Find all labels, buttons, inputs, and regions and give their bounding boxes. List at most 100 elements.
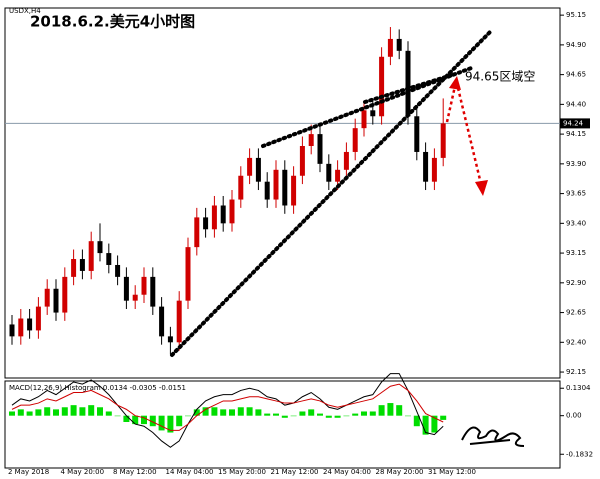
histogram-bar (413, 415, 420, 427)
histogram-bar (167, 415, 174, 433)
channel-line (363, 73, 454, 104)
candle-body (132, 294, 138, 301)
histogram-bar (44, 407, 51, 416)
histogram-bar (396, 405, 403, 416)
histogram-bar (378, 405, 385, 416)
candle-body (335, 169, 341, 182)
y-tick-label: 94.40 (566, 100, 586, 108)
candle-body (440, 123, 446, 158)
arrow-head (475, 180, 488, 196)
histogram-bar (255, 409, 262, 416)
histogram-bar (114, 415, 121, 417)
candle-body (167, 336, 173, 343)
histogram-bar (211, 407, 218, 416)
histogram-bar (281, 415, 288, 418)
y-tick-label: 0.00 (566, 412, 582, 420)
histogram-bar (334, 415, 341, 418)
candle-body (299, 146, 305, 176)
x-tick-label: 31 May 12:00 (428, 468, 476, 476)
candle-body (370, 110, 376, 117)
histogram-bar (53, 409, 59, 416)
histogram-bar (176, 415, 183, 427)
histogram-bar (361, 411, 367, 416)
candle-body (414, 116, 420, 152)
histogram-bar (35, 409, 42, 416)
support-line (170, 30, 492, 357)
histogram-bar (405, 415, 411, 417)
candle-body (238, 175, 244, 200)
candle-body (220, 205, 226, 224)
histogram-bar (193, 409, 200, 416)
y-tick-label: 92.15 (566, 368, 586, 376)
histogram-bar (97, 407, 103, 416)
histogram-bar (88, 405, 95, 416)
histogram-bar (325, 415, 332, 418)
histogram-bar (352, 413, 359, 416)
candle-body (123, 276, 129, 301)
candle-body (229, 199, 235, 224)
candle-body (291, 175, 297, 206)
x-tick-label: 8 May 12:00 (113, 468, 157, 476)
histogram-bar (70, 405, 77, 416)
histogram-bar (246, 407, 253, 416)
x-tick-label: 24 May 04:00 (323, 468, 371, 476)
histogram-bar (422, 415, 429, 435)
candle-body (431, 157, 437, 182)
candle-body (194, 217, 200, 248)
x-tick-label: 28 May 20:00 (376, 468, 424, 476)
histogram-bar (9, 411, 15, 416)
histogram-bar (273, 413, 279, 416)
histogram-bar (229, 409, 235, 416)
arrows (445, 76, 488, 196)
y-tick-label: 92.40 (566, 338, 586, 346)
y-tick-label: 93.40 (566, 219, 586, 227)
candle-body (150, 276, 156, 307)
y-tick-label: 95.15 (566, 11, 586, 19)
histogram-bar (202, 407, 209, 416)
candle-body (264, 181, 270, 200)
current-price-label: 94.24 (563, 119, 584, 127)
candle-body (115, 264, 121, 277)
arrow-head (449, 76, 461, 90)
histogram-bar (26, 411, 33, 416)
chart-subtitle: USDX,H4 (9, 7, 41, 15)
histogram-bar (431, 415, 438, 433)
y-tick-label: 93.65 (566, 190, 586, 198)
y-tick-label: 93.90 (566, 160, 586, 168)
candle-body (273, 169, 279, 200)
arrow-up (445, 85, 457, 123)
candle-body (106, 253, 112, 265)
histogram-bar (105, 411, 112, 416)
candle-body (405, 50, 411, 117)
signature (461, 426, 525, 447)
candle-body (9, 324, 15, 337)
macd-panel (4, 380, 561, 469)
y-tick-label: 92.65 (566, 309, 586, 317)
y-tick-label: 0.1304 (566, 384, 591, 392)
candle-body (27, 318, 33, 331)
candle-body (255, 157, 261, 182)
x-tick-label: 21 May 12:00 (271, 468, 319, 476)
chart-title: 2018.6.2.美元4小时图 (30, 13, 195, 31)
histogram-bar (185, 415, 191, 417)
x-tick-label: 4 May 20:00 (61, 468, 105, 476)
histogram-bar (132, 415, 139, 425)
candle-body (317, 134, 323, 164)
candle-body (247, 157, 253, 176)
histogram-bar (141, 415, 147, 425)
candle-body (326, 163, 332, 182)
y-tick-label: 92.90 (566, 279, 586, 287)
signal-line (11, 383, 444, 431)
candle-body (352, 128, 358, 152)
arrow-down (456, 87, 483, 185)
y-tick-label: -0.1832 (566, 450, 593, 458)
indicator-label: MACD(12,26,9) Histogram 0.0134 -0.0305 -… (9, 384, 186, 392)
y-tick-label: 94.90 (566, 41, 586, 49)
annotation: 94.65区域空 (465, 70, 535, 84)
histogram-bar (79, 407, 86, 416)
histogram-bar (440, 415, 447, 420)
y-tick-label: 94.15 (566, 130, 586, 138)
candle-body (88, 241, 94, 271)
trendlines (170, 30, 492, 357)
histogram-bar (343, 415, 350, 417)
